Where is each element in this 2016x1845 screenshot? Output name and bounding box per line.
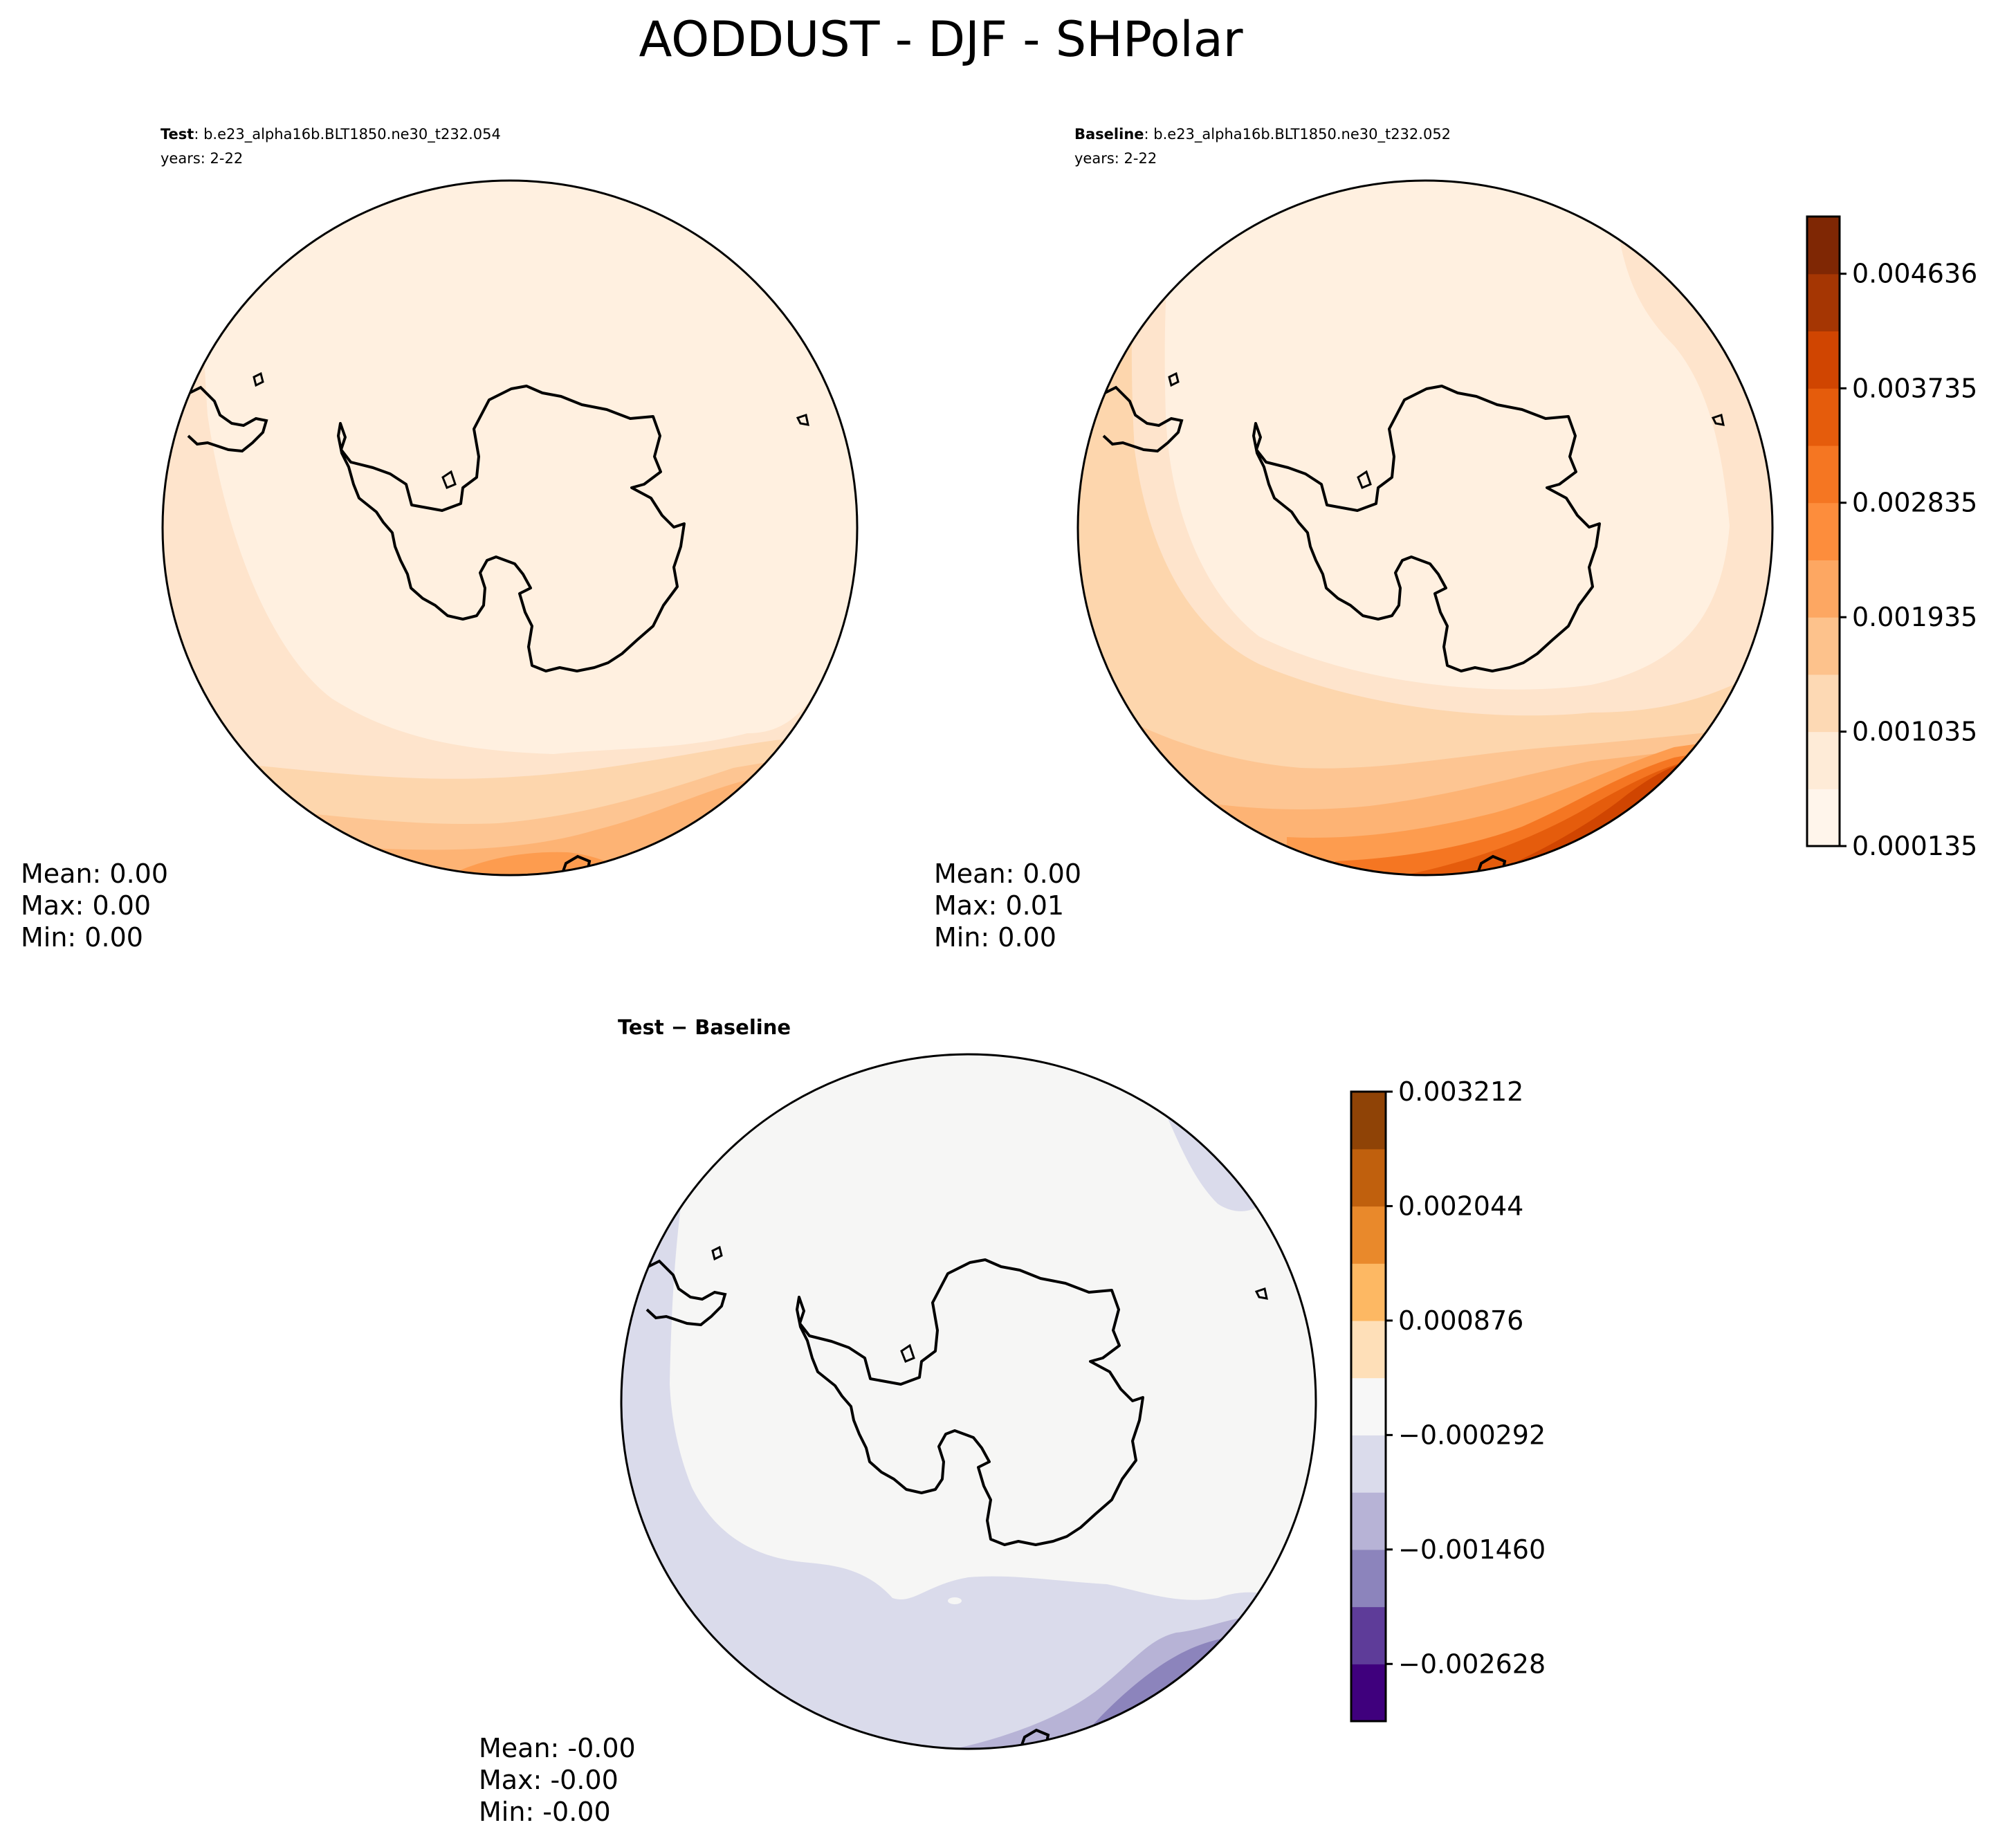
colorbar-diff-segment xyxy=(1351,1148,1386,1207)
colorbar-main-segment xyxy=(1807,388,1840,446)
diff-south-america-coastline xyxy=(645,1259,727,1327)
colorbar-diff-segment xyxy=(1351,1606,1386,1664)
test-south-america-coastline xyxy=(187,385,268,453)
colorbar-diff-segment xyxy=(1351,1092,1386,1150)
test-island-2 xyxy=(796,414,809,426)
baseline-map xyxy=(1078,181,1772,875)
baseline-max: Max: 0.01 xyxy=(934,890,1064,921)
colorbar-main-segment xyxy=(1807,331,1840,389)
colorbar-diff-segment xyxy=(1351,1206,1386,1264)
colorbar-main-tick-label: 0.001035 xyxy=(1852,717,1977,747)
baseline-island-1 xyxy=(1168,371,1180,387)
test-mean: Mean: 0.00 xyxy=(21,859,168,889)
baseline-case: : b.e23_alpha16b.BLT1850.ne30_t232.052 xyxy=(1144,126,1451,143)
baseline-island-3 xyxy=(1357,470,1372,489)
colorbar-main-tick-label: 0.001935 xyxy=(1852,602,1977,632)
colorbar-main-tick-label: 0.003735 xyxy=(1852,373,1977,403)
colorbar-diff-segment xyxy=(1351,1435,1386,1493)
colorbar-main-segment xyxy=(1807,617,1840,675)
colorbar-main-segment xyxy=(1807,731,1840,789)
colorbar-main-tick-label: 0.000135 xyxy=(1852,831,1977,861)
colorbar-main-segment xyxy=(1807,217,1840,275)
colorbar-main-segment xyxy=(1807,789,1840,847)
test-label: Test xyxy=(161,126,194,143)
test-island-1 xyxy=(253,371,264,387)
test-min: Min: 0.00 xyxy=(21,922,143,953)
baseline-south-america-coastline xyxy=(1102,385,1184,453)
panel-test: Test: b.e23_alpha16b.BLT1850.ne30_t232.0… xyxy=(21,126,859,953)
diff-title: Test − Baseline xyxy=(618,1016,791,1039)
colorbar-diff-outline xyxy=(1350,1090,1387,1723)
diff-max: Max: -0.00 xyxy=(479,1765,618,1795)
colorbar-main-segment xyxy=(1807,273,1840,332)
diff-map-neutral xyxy=(670,1054,1316,1612)
baseline-map-boundary xyxy=(1076,179,1774,876)
test-map-interior xyxy=(201,181,857,754)
colorbar-diff-tick-label: −0.000292 xyxy=(1398,1420,1546,1450)
colorbar-main-outline xyxy=(1806,215,1841,847)
colorbar-main-segment xyxy=(1807,560,1840,618)
colorbar-diff-segment xyxy=(1351,1492,1386,1550)
colorbar-diff-tick-label: −0.001460 xyxy=(1398,1534,1546,1565)
panel-baseline: Baseline: b.e23_alpha16b.BLT1850.ne30_t2… xyxy=(934,126,1774,953)
diff-island-2 xyxy=(1254,1287,1268,1300)
panel-diff: Test − Baseline Mean: -0.00 Max: -0.00 M… xyxy=(479,1016,1317,1827)
baseline-years: years: 2-22 xyxy=(1074,150,1157,167)
diff-antarctica-coastline xyxy=(796,1258,1144,1546)
baseline-mean: Mean: 0.00 xyxy=(934,859,1081,889)
baseline-island-2 xyxy=(1711,414,1725,426)
colorbar-diff-tick-label: −0.002628 xyxy=(1398,1649,1546,1679)
baseline-antarctica-coastline xyxy=(1252,385,1601,672)
diff-map-boundary xyxy=(620,1053,1317,1750)
colorbar-diff-segment xyxy=(1351,1377,1386,1435)
test-antarctica-coastline xyxy=(337,385,686,672)
test-case: : b.e23_alpha16b.BLT1850.ne30_t232.054 xyxy=(194,126,501,143)
colorbar-main-segment xyxy=(1807,674,1840,733)
colorbar-diff-segment xyxy=(1351,1320,1386,1379)
diff-island-1 xyxy=(711,1245,723,1261)
baseline-min: Min: 0.00 xyxy=(934,922,1056,953)
diff-map-hole xyxy=(948,1597,962,1604)
colorbar-diff-tick-label: 0.000876 xyxy=(1398,1305,1523,1336)
diff-island-3 xyxy=(900,1343,915,1363)
colorbar-main-segment xyxy=(1807,445,1840,504)
colorbar-diff-tick-label: 0.002044 xyxy=(1398,1191,1523,1221)
colorbar-diff-segment xyxy=(1351,1664,1386,1722)
colorbar-main-segment xyxy=(1807,502,1840,560)
colorbar-main: 0.004636 0.003735 0.002835 0.001935 0.001035… xyxy=(1806,215,1977,861)
test-years: years: 2-22 xyxy=(161,150,243,167)
colorbar-main-tick-label: 0.004636 xyxy=(1852,259,1977,289)
figure-title: AODDUST - DJF - SHPolar xyxy=(639,11,1243,68)
test-max: Max: 0.00 xyxy=(21,890,151,921)
colorbar-diff: 0.003212 0.002044 0.000876 −0.000292 −0.0014… xyxy=(1350,1076,1546,1723)
test-island-3 xyxy=(441,470,457,489)
colorbar-diff-segment xyxy=(1351,1549,1386,1608)
baseline-header: Baseline: b.e23_alpha16b.BLT1850.ne30_t2… xyxy=(1074,126,1451,143)
test-map-boundary xyxy=(161,179,859,876)
diff-mean: Mean: -0.00 xyxy=(479,1733,636,1763)
colorbar-main-tick-label: 0.002835 xyxy=(1852,488,1977,518)
diff-map xyxy=(621,1054,1316,1749)
test-header: Test: b.e23_alpha16b.BLT1850.ne30_t232.0… xyxy=(161,126,501,143)
test-map xyxy=(163,181,857,875)
diff-min: Min: -0.00 xyxy=(479,1797,611,1827)
colorbar-diff-tick-label: 0.003212 xyxy=(1398,1076,1523,1107)
baseline-map-interior xyxy=(1164,181,1730,690)
colorbar-diff-segment xyxy=(1351,1263,1386,1321)
baseline-label: Baseline xyxy=(1074,126,1144,143)
